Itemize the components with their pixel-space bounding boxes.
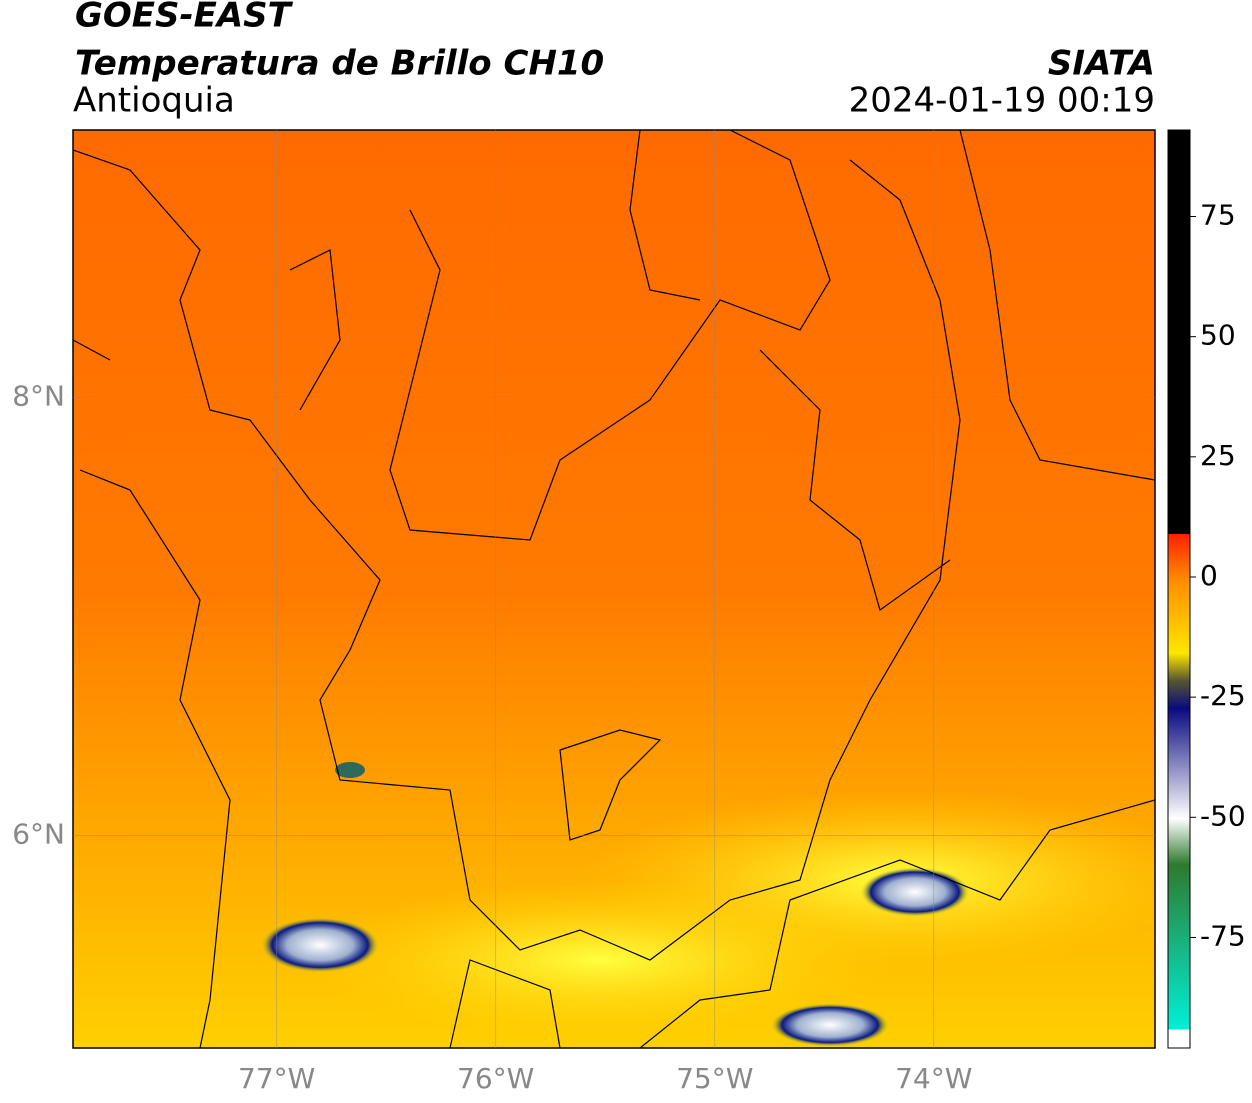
subtitle: Temperatura de Brillo CH10 [75,44,604,84]
colorbar-tick-label: 75 [1200,199,1236,232]
colorbar-tick-label: -50 [1200,799,1246,832]
colorbar-tick-label: -75 [1200,919,1246,952]
x-tick-label: 76°W [457,1062,534,1095]
source: SIATA [1048,44,1155,84]
colorbar [1167,129,1191,1049]
y-tick-label: 8°N [12,379,65,412]
y-tick-label: 6°N [12,817,65,850]
x-tick-label: 75°W [676,1062,753,1095]
x-tick-label: 74°W [895,1062,972,1095]
title: GOES-EAST [75,0,294,36]
timestamp: 2024-01-19 00:19 [849,81,1155,121]
x-tick-label: 77°W [238,1062,315,1095]
colorbar-tick-label: 25 [1200,439,1236,472]
colorbar-tick-label: -25 [1200,679,1246,712]
map-frame [72,129,1156,1049]
map-image [73,130,1155,1048]
colorbar-tick-label: 0 [1200,559,1218,592]
colorbar-tick-label: 50 [1200,319,1236,352]
region: Antioquia [73,81,235,121]
